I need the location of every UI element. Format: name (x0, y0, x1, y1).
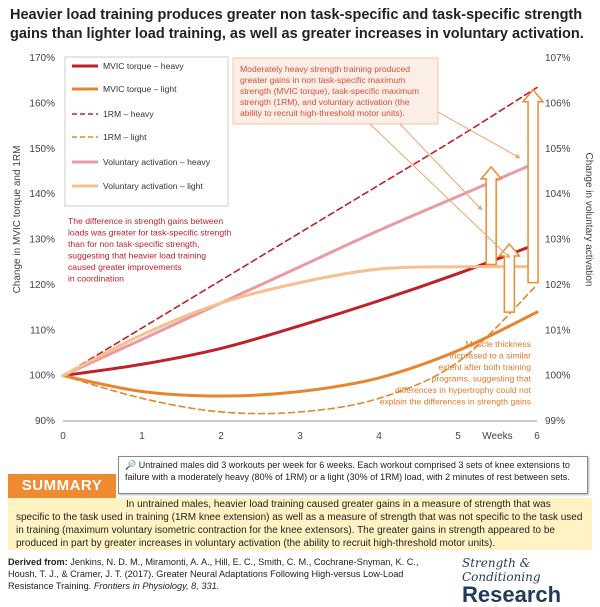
top-annotation-line: Moderately heavy strength training produ… (240, 64, 410, 74)
y-right-tick-label: 99% (545, 416, 565, 427)
y-left-axis-label: Change in MVIC torque and 1RM (12, 146, 23, 294)
y-left-tick-label: 160% (29, 98, 55, 109)
legend: MVIC torque – heavy MVIC torque – light 1R… (64, 56, 229, 207)
y-left-tick-label: 110% (30, 325, 55, 336)
top-annotation-line: strength (MVIC torque), task-specific ma… (240, 86, 419, 96)
left-annotation-line: caused greater improvements (68, 262, 182, 272)
series-line-0 (61, 242, 539, 378)
series-line-2 (62, 86, 538, 377)
y-right-tick-label: 105% (545, 144, 571, 155)
y-right-tick-label: 104% (545, 189, 571, 200)
annotation-pointer (369, 123, 511, 259)
legend-frame (64, 56, 229, 207)
annotation-pointer (437, 111, 521, 159)
right-annotation-line: extent after both training (438, 362, 531, 372)
y-right-tick-label: 101% (545, 325, 571, 336)
x-tick-label: 2 (218, 431, 224, 442)
logo-line1: Strength & Conditioning (462, 556, 541, 584)
chart: 0 1 2 3 4 5 6 Weeks 90% 100% 110% 120% 130% 140% 150% 1… (12, 53, 594, 442)
right-annotation-line: explain the differences in strength gain… (380, 397, 531, 407)
right-annotation-line: differences in hypertrophy could not (395, 385, 532, 395)
reference-text: Jenkins, N. D. M., Miramonti, A. A., Hil… (8, 557, 419, 591)
y-left-tick-label: 90% (35, 416, 55, 427)
series-line-1 (61, 310, 539, 398)
top-annotation: Moderately heavy strength training produ… (232, 57, 521, 259)
y-right-axis-label: Change in voluntary activation (583, 153, 594, 287)
summary-note: 🔎 Untrained males did 3 workouts per wee… (118, 456, 588, 494)
legend-label: MVIC torque – light (103, 84, 177, 94)
y-left-tick-label: 120% (29, 280, 55, 291)
left-annotation-line: The difference in strength gains between (68, 216, 223, 226)
y-right-tick-label: 100% (545, 371, 571, 382)
x-tick-label: 1 (139, 431, 145, 442)
arrow-va (479, 165, 503, 266)
magnifier-icon: 🔎 (125, 460, 139, 470)
logo-line2: Research (462, 582, 562, 607)
reference-label: Derived from: (8, 557, 68, 567)
reference: Derived from: Jenkins, N. D. M., Miramon… (8, 556, 428, 592)
page-title: Heavier load training produces greater n… (10, 7, 584, 42)
legend-label: MVIC torque – heavy (103, 61, 184, 71)
legend-label: Voluntary activation – heavy (103, 157, 211, 167)
y-left-tick-label: 100% (29, 371, 55, 382)
arrow-1rm (521, 88, 545, 284)
y-left-tick-label: 150% (29, 144, 55, 155)
series-line-5 (61, 265, 539, 378)
legend-label: 1RM – light (103, 132, 147, 142)
axes-group: 0 1 2 3 4 5 6 Weeks 90% 100% 110% 120% 130% 140% 150% 1… (12, 53, 594, 442)
y-left-tick-label: 130% (29, 235, 55, 246)
y-right-tick-label: 106% (545, 98, 571, 109)
left-annotation: The difference in strength gains between… (68, 216, 232, 284)
y-right-tick-label: 103% (545, 235, 571, 246)
right-annotation-line: Muscle thickness (466, 339, 531, 349)
x-tick-label: 0 (60, 431, 66, 442)
series-line-3 (62, 284, 538, 415)
reference-journal: Frontiers in Physiology, 8, 331. (93, 581, 220, 591)
top-annotation-line: ability to recruit high-threshold motor … (240, 108, 405, 118)
top-annotation-line: greater gains in non task-specific maxim… (240, 75, 405, 85)
left-annotation-line: than for non task-specific strength, (68, 239, 199, 249)
y-right-tick-label: 102% (545, 280, 571, 291)
x-axis-label: Weeks (482, 431, 512, 442)
legend-label: 1RM – heavy (103, 109, 154, 119)
left-annotation-line: loads was greater for task-specific stre… (68, 228, 232, 238)
top-annotation-line: strength (1RM), and voluntary activation… (240, 97, 410, 107)
x-tick-label: 4 (376, 431, 382, 442)
series-group (61, 86, 539, 415)
right-annotation-line: programs, suggesting that (432, 374, 532, 384)
annotations-group: Moderately heavy strength training produ… (68, 57, 545, 407)
left-annotation-line: in coordination (68, 274, 124, 284)
x-tick-label: 6 (534, 431, 540, 442)
series-line-4 (61, 160, 539, 378)
logo: Strength & Conditioning Research (462, 556, 592, 606)
y-left-tick-label: 170% (29, 53, 55, 64)
annotation-pointer (399, 123, 483, 211)
right-annotation-line: increased to a similar (450, 351, 531, 361)
summary-tag: SUMMARY (8, 474, 116, 498)
y-left-tick-label: 140% (29, 189, 55, 200)
arrow-mvic (497, 242, 521, 313)
x-tick-label: 3 (297, 431, 303, 442)
summary-text: In untrained males, heavier load trainin… (8, 498, 592, 550)
legend-label: Voluntary activation – light (103, 181, 203, 191)
summary-section: In untrained males, heavier load trainin… (8, 456, 592, 550)
x-tick-label: 5 (455, 431, 461, 442)
left-annotation-line: suggesting that heavier load training (68, 251, 206, 261)
y-right-tick-label: 107% (545, 53, 571, 64)
